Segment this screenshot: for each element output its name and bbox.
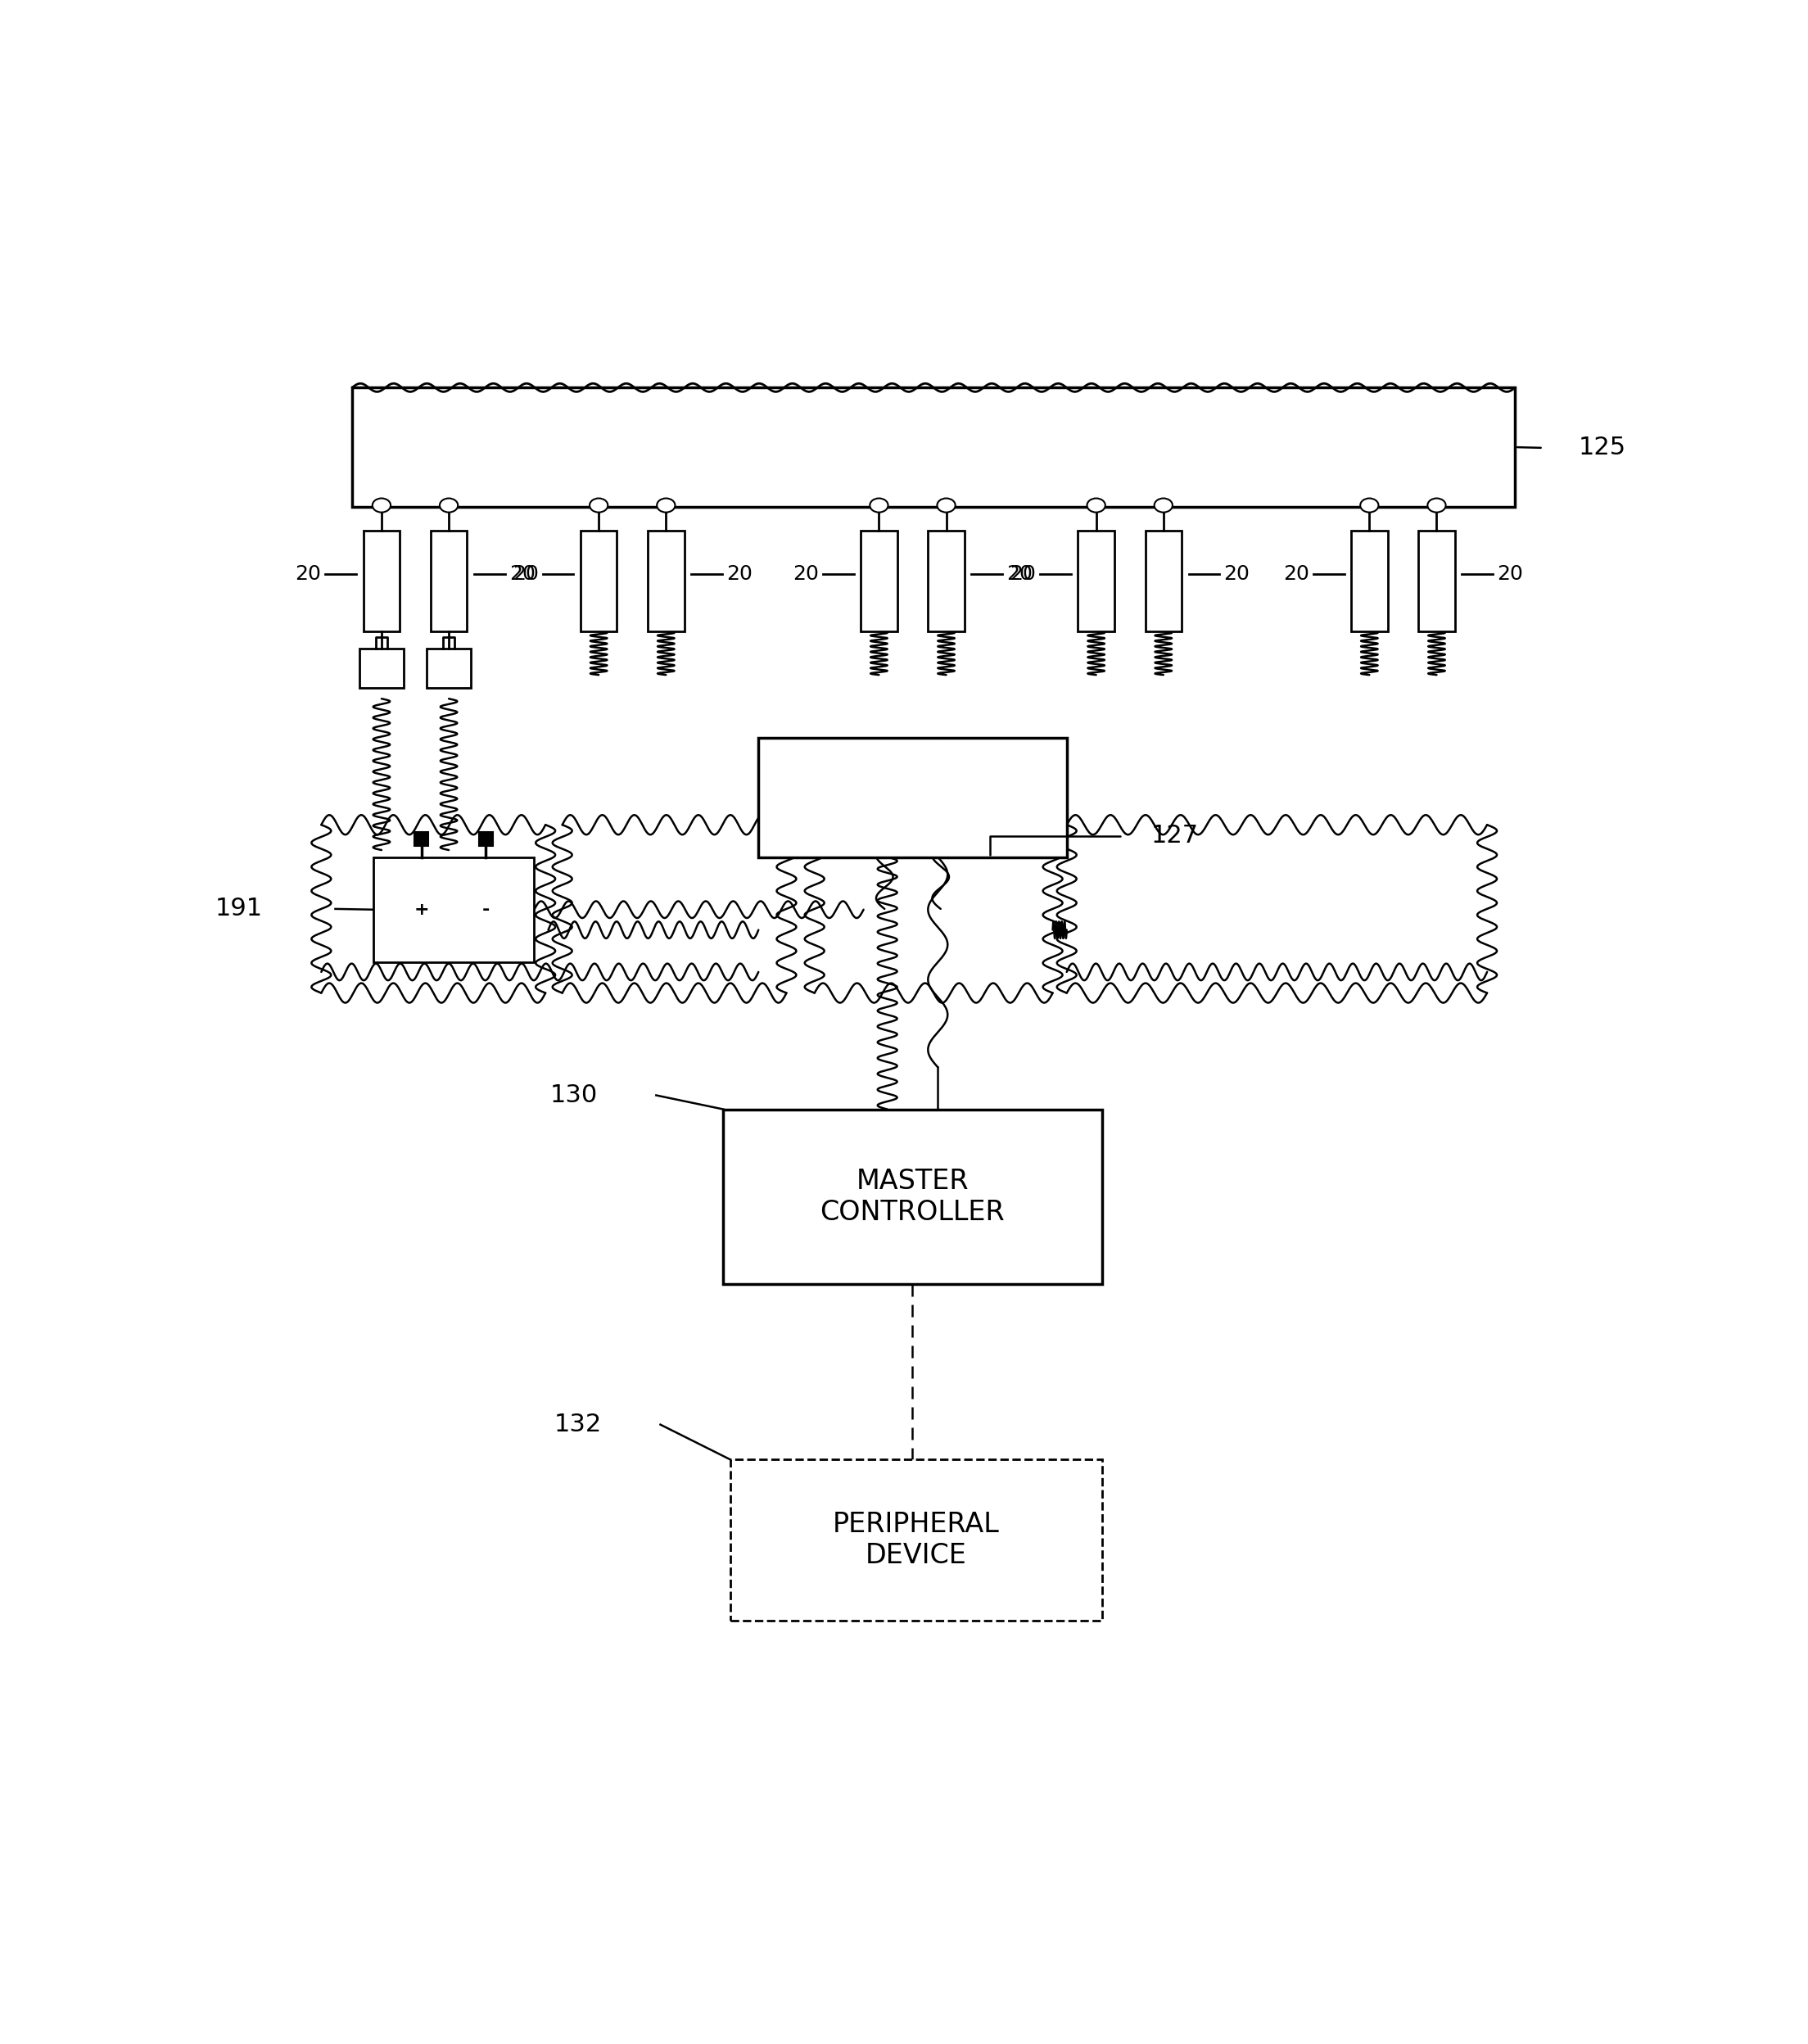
Text: 20: 20 [1011,564,1036,585]
Bar [427,648,470,687]
Bar [360,648,403,687]
Ellipse shape [1360,499,1378,513]
Bar [1419,531,1455,632]
Bar [363,531,400,632]
Text: 20: 20 [512,564,539,585]
Text: 20: 20 [1284,564,1309,585]
Text: 20: 20 [1224,564,1249,585]
Text: 20: 20 [295,564,322,585]
Bar [928,531,964,632]
Text: 130: 130 [550,1083,597,1108]
Text: 127: 127 [1152,824,1199,848]
Ellipse shape [372,499,391,513]
Bar [430,531,466,632]
Ellipse shape [870,499,888,513]
Text: 191: 191 [215,897,262,920]
Bar [580,531,617,632]
Text: 125: 125 [1578,435,1625,460]
Ellipse shape [589,499,607,513]
Text: 20: 20 [510,564,535,585]
Text: PERIPHERAL
DEVICE: PERIPHERAL DEVICE [833,1511,1000,1570]
Ellipse shape [937,499,955,513]
Ellipse shape [1087,499,1105,513]
Bar [861,531,897,632]
Bar [372,856,535,963]
Bar [1144,531,1182,632]
Text: 20: 20 [1007,564,1032,585]
Bar [1078,531,1114,632]
Text: +: + [414,901,428,918]
Ellipse shape [439,499,457,513]
Text: 132: 132 [553,1412,602,1437]
Bar [647,531,683,632]
Text: 20: 20 [792,564,819,585]
Ellipse shape [1428,499,1446,513]
Bar [353,388,1515,507]
Bar [414,832,428,846]
Bar [479,832,494,846]
Text: 20: 20 [727,564,752,585]
Ellipse shape [656,499,674,513]
Bar [759,738,1067,856]
Bar [730,1459,1101,1621]
Bar [723,1110,1101,1284]
Bar [1351,531,1387,632]
Text: MASTER
CONTROLLER: MASTER CONTROLLER [821,1167,1005,1226]
Text: 20: 20 [1497,564,1522,585]
Text: -: - [483,901,490,918]
Ellipse shape [1154,499,1173,513]
